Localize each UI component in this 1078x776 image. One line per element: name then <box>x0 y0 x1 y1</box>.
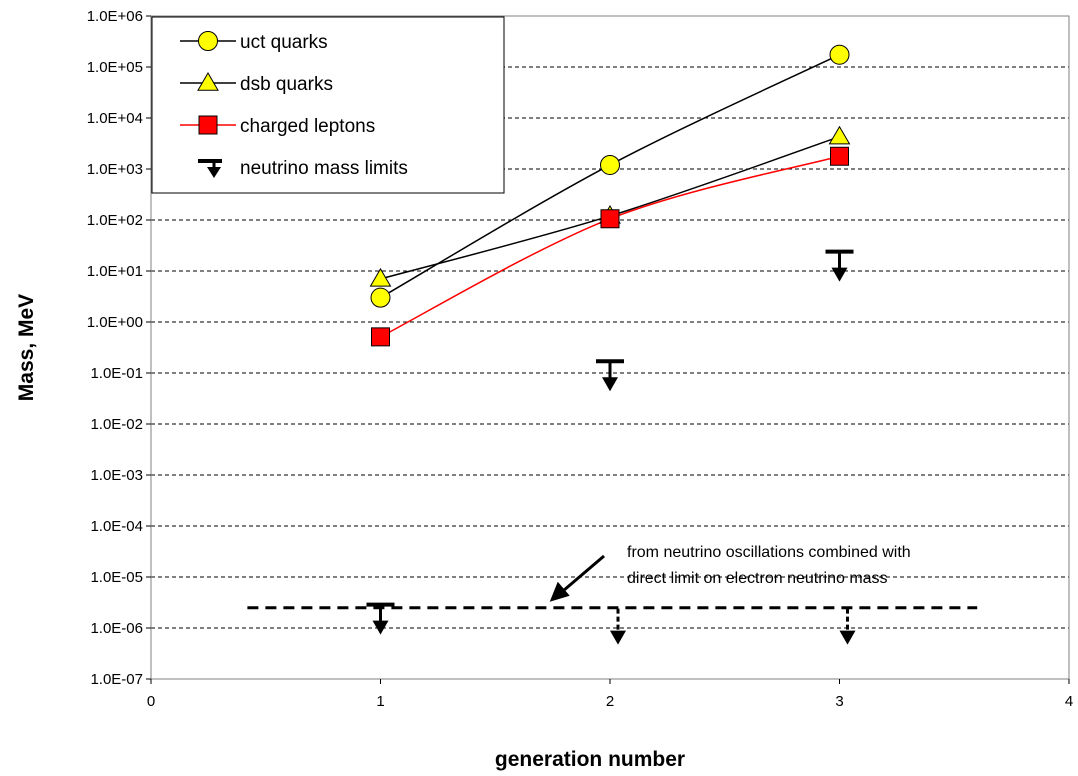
legend-label: charged leptons <box>240 116 375 137</box>
legend-limit-arrowhead <box>207 167 221 178</box>
annotation-arrowhead <box>549 581 570 602</box>
limit-arrowhead <box>372 620 389 635</box>
y-tick-label: 1.0E-05 <box>90 569 143 586</box>
legend-marker <box>198 31 218 51</box>
limit-arrowhead <box>831 267 848 282</box>
upper-limit-arrow <box>366 602 395 635</box>
y-tick-label: 1.0E-03 <box>90 467 143 484</box>
x-axis-ticks: 0 1 2 3 4 <box>147 679 1073 710</box>
x-tick-label: 4 <box>1065 693 1073 710</box>
legend-label: uct quarks <box>240 32 328 53</box>
y-tick-label: 1.0E-07 <box>90 671 143 688</box>
x-tick-label: 3 <box>835 693 843 710</box>
legend-marker <box>197 72 219 91</box>
neutrino-limits <box>366 249 856 645</box>
y-tick-label: 1.0E+00 <box>87 314 143 331</box>
x-tick-label: 0 <box>147 693 155 710</box>
y-tick-label: 1.0E-01 <box>90 365 143 382</box>
annotation-arrow-line <box>558 554 605 595</box>
y-tick-label: 1.0E+01 <box>87 263 143 280</box>
y-tick-label: 1.0E+03 <box>87 161 143 178</box>
y-tick-label: 1.0E-04 <box>90 518 143 535</box>
annotation-line-2: direct limit on electron neutrino mass <box>627 570 888 587</box>
data-point <box>600 154 620 175</box>
series-markers <box>369 44 851 347</box>
data-point <box>371 327 390 347</box>
y-tick-label: 1.0E+05 <box>87 59 143 76</box>
legend: uct quarks dsb quarks charged leptons neutr… <box>151 16 505 194</box>
upper-limit-arrow <box>596 359 624 392</box>
data-point <box>600 209 620 229</box>
y-tick-label: 1.0E-06 <box>90 620 143 637</box>
y-tick-label: 1.0E+02 <box>87 212 143 229</box>
x-tick-label: 1 <box>376 693 384 710</box>
x-axis-title: generation number <box>495 748 685 771</box>
y-axis-ticks: 1.0E-07 1.0E-06 1.0E-05 1.0E-04 1.0E-03 1.0E-… <box>87 8 151 688</box>
data-point <box>370 287 391 308</box>
data-point <box>369 267 392 287</box>
y-tick-label: 1.0E+04 <box>87 110 143 127</box>
y-tick-label: 1.0E+06 <box>87 8 143 25</box>
limit-arrowhead <box>602 377 618 392</box>
oscillation-limit-arrow <box>610 608 626 645</box>
upper-limit-arrow <box>825 249 854 282</box>
oscillation-limit-arrow <box>839 608 856 645</box>
data-point <box>830 146 849 166</box>
legend-marker <box>198 115 218 135</box>
data-point <box>829 44 850 65</box>
annotation-line-1: from neutrino oscillations combined with <box>627 544 911 561</box>
limit-arrowhead <box>839 630 856 645</box>
annotation: from neutrino oscillations combined with… <box>549 544 911 602</box>
x-tick-label: 2 <box>606 693 614 710</box>
legend-label: dsb quarks <box>240 74 333 95</box>
limit-arrowhead <box>610 630 626 645</box>
y-axis-title: Mass, MeV <box>15 294 38 401</box>
data-point <box>828 125 851 145</box>
legend-label: neutrino mass limits <box>240 158 408 179</box>
y-tick-label: 1.0E-02 <box>90 416 143 433</box>
